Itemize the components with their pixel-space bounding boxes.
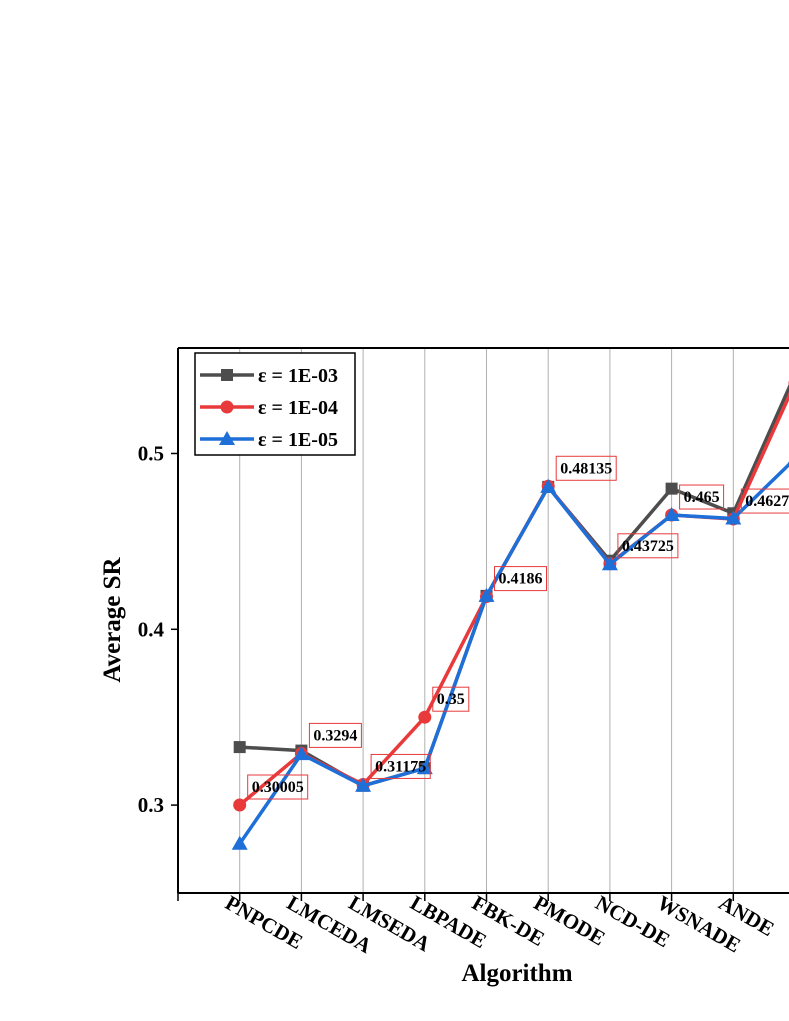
data-point [233, 741, 246, 754]
data-label: 0.4627 [745, 493, 789, 510]
data-label-box [555, 455, 617, 481]
y-tick-label: 0.5 [138, 441, 164, 465]
data-label-box [679, 484, 725, 510]
y-tick-label: 0.4 [138, 617, 165, 641]
data-label: 0.30005 [252, 779, 304, 796]
data-label: 0.31175 [375, 758, 426, 775]
data-point [663, 507, 680, 522]
legend-marker [221, 369, 233, 381]
data-point [601, 556, 618, 571]
data-point [725, 510, 742, 525]
data-label-box [370, 753, 431, 779]
data-label-box [494, 566, 547, 592]
legend-marker [220, 400, 234, 414]
data-label: 0.48135 [560, 460, 612, 477]
data-point [478, 587, 495, 602]
data-label: 0.465 [684, 489, 720, 506]
data-point [416, 760, 433, 775]
data-label: 0.4186 [499, 571, 543, 588]
data-point [293, 746, 310, 761]
y-tick-label: 0.3 [138, 793, 164, 817]
data-point [231, 835, 248, 850]
data-label-box [617, 533, 679, 559]
legend: ε = 1E-03 ε = 1E-04 ε = 1E-05 [194, 352, 356, 456]
data-point [233, 798, 247, 812]
data-point [355, 777, 372, 792]
data-point [540, 478, 557, 493]
data-label-box [247, 774, 309, 800]
data-label-box [432, 686, 470, 712]
data-point [665, 482, 678, 495]
data-label-box [308, 722, 362, 748]
x-axis-title: Algorithm [461, 960, 572, 987]
legend-label: ε = 1E-04 [258, 397, 338, 419]
data-label: 0.43725 [622, 538, 674, 555]
data-label: 0.35 [437, 691, 465, 708]
data-label: 0.3294 [313, 727, 357, 744]
data-label-box [740, 488, 789, 514]
legend-marker [219, 431, 235, 445]
legend-label: ε = 1E-05 [258, 429, 338, 451]
y-axis-title: Average SR [99, 556, 126, 682]
legend-label: ε = 1E-03 [258, 365, 338, 387]
data-point [418, 710, 432, 724]
series-line [238, 462, 789, 845]
